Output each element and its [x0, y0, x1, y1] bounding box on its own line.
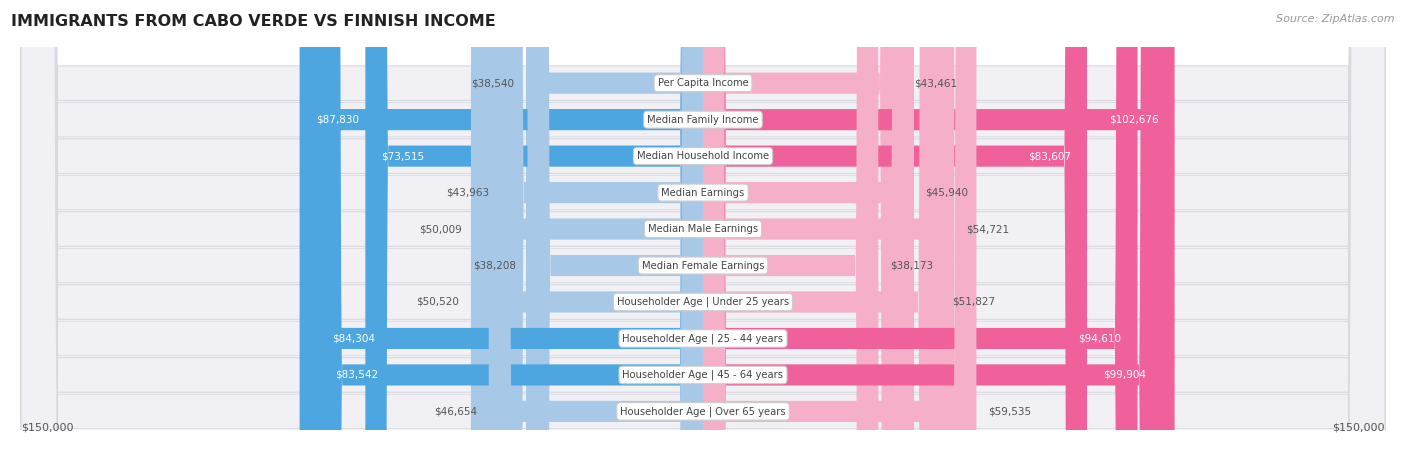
FancyBboxPatch shape [21, 0, 1385, 467]
Text: $83,542: $83,542 [336, 370, 378, 380]
Text: Householder Age | 45 - 64 years: Householder Age | 45 - 64 years [623, 370, 783, 380]
Text: $87,830: $87,830 [316, 114, 359, 125]
Text: $150,000: $150,000 [21, 423, 73, 433]
Text: $51,827: $51,827 [952, 297, 995, 307]
Text: $38,208: $38,208 [472, 261, 516, 270]
FancyBboxPatch shape [703, 0, 903, 467]
FancyBboxPatch shape [703, 0, 955, 467]
Text: $73,515: $73,515 [381, 151, 425, 161]
FancyBboxPatch shape [703, 0, 1137, 467]
Text: Householder Age | 25 - 44 years: Householder Age | 25 - 44 years [623, 333, 783, 344]
FancyBboxPatch shape [526, 0, 703, 467]
FancyBboxPatch shape [703, 0, 941, 467]
Text: Median Earnings: Median Earnings [661, 188, 745, 198]
FancyBboxPatch shape [21, 0, 1385, 467]
FancyBboxPatch shape [703, 0, 1174, 467]
FancyBboxPatch shape [501, 0, 703, 467]
FancyBboxPatch shape [474, 0, 703, 467]
Text: Median Male Earnings: Median Male Earnings [648, 224, 758, 234]
Text: $94,610: $94,610 [1078, 333, 1122, 343]
FancyBboxPatch shape [21, 0, 1385, 467]
Text: $50,009: $50,009 [419, 224, 461, 234]
Text: Median Family Income: Median Family Income [647, 114, 759, 125]
FancyBboxPatch shape [703, 0, 879, 467]
Text: Source: ZipAtlas.com: Source: ZipAtlas.com [1277, 14, 1395, 24]
FancyBboxPatch shape [527, 0, 703, 467]
FancyBboxPatch shape [21, 0, 1385, 467]
Text: $54,721: $54,721 [966, 224, 1010, 234]
FancyBboxPatch shape [703, 0, 1161, 467]
FancyBboxPatch shape [366, 0, 703, 467]
Text: $43,461: $43,461 [914, 78, 957, 88]
FancyBboxPatch shape [319, 0, 703, 467]
Text: $38,173: $38,173 [890, 261, 934, 270]
FancyBboxPatch shape [21, 0, 1385, 467]
Text: Per Capita Income: Per Capita Income [658, 78, 748, 88]
Text: Median Female Earnings: Median Female Earnings [641, 261, 765, 270]
Text: $102,676: $102,676 [1109, 114, 1159, 125]
Text: $83,607: $83,607 [1028, 151, 1071, 161]
FancyBboxPatch shape [316, 0, 703, 467]
FancyBboxPatch shape [703, 0, 1087, 467]
FancyBboxPatch shape [703, 0, 914, 467]
Text: $46,654: $46,654 [434, 406, 477, 417]
FancyBboxPatch shape [21, 0, 1385, 467]
FancyBboxPatch shape [489, 0, 703, 467]
FancyBboxPatch shape [703, 0, 976, 467]
FancyBboxPatch shape [21, 0, 1385, 467]
Text: Householder Age | Over 65 years: Householder Age | Over 65 years [620, 406, 786, 417]
Text: Median Household Income: Median Household Income [637, 151, 769, 161]
Text: $43,963: $43,963 [447, 188, 489, 198]
FancyBboxPatch shape [21, 0, 1385, 467]
Text: $99,904: $99,904 [1102, 370, 1146, 380]
Text: $50,520: $50,520 [416, 297, 460, 307]
FancyBboxPatch shape [299, 0, 703, 467]
FancyBboxPatch shape [21, 0, 1385, 467]
Text: $150,000: $150,000 [1333, 423, 1385, 433]
Text: $59,535: $59,535 [988, 406, 1031, 417]
Text: $84,304: $84,304 [332, 333, 375, 343]
Text: Householder Age | Under 25 years: Householder Age | Under 25 years [617, 297, 789, 307]
Text: $38,540: $38,540 [471, 78, 515, 88]
FancyBboxPatch shape [471, 0, 703, 467]
Text: $45,940: $45,940 [925, 188, 969, 198]
FancyBboxPatch shape [21, 0, 1385, 467]
Text: IMMIGRANTS FROM CABO VERDE VS FINNISH INCOME: IMMIGRANTS FROM CABO VERDE VS FINNISH IN… [11, 14, 496, 29]
